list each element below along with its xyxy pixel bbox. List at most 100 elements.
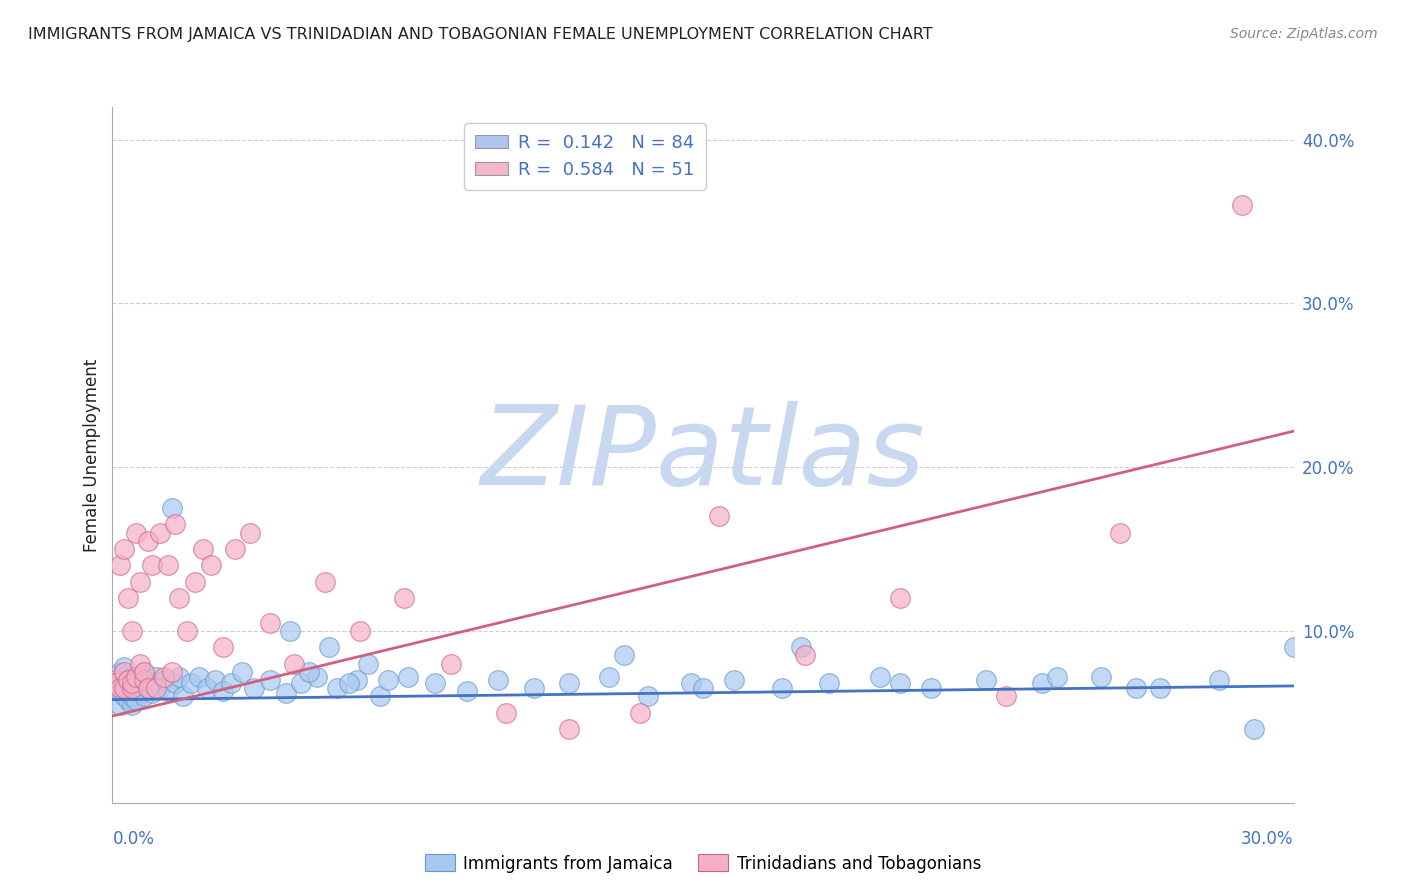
Point (117, 673, 139, 687)
Point (129, 657, 152, 671)
Point (200, 558, 222, 573)
Point (129, 676, 152, 690)
Point (180, 676, 202, 690)
Point (110, 676, 132, 690)
Point (136, 681, 159, 696)
Point (149, 681, 172, 696)
Point (377, 673, 399, 687)
Point (125, 670, 148, 684)
Point (141, 686, 163, 700)
Point (274, 686, 297, 700)
Point (145, 681, 167, 696)
Point (523, 681, 546, 696)
Point (707, 509, 730, 524)
Point (112, 670, 135, 684)
Point (125, 681, 148, 696)
Point (165, 517, 187, 532)
Point (889, 591, 911, 606)
Point (136, 533, 159, 548)
Point (224, 542, 246, 557)
Point (125, 525, 148, 540)
Point (637, 690, 659, 704)
Point (558, 676, 581, 690)
Point (125, 673, 148, 687)
Point (110, 698, 132, 712)
Point (112, 681, 135, 696)
Point (869, 670, 891, 684)
Point (145, 670, 167, 684)
Point (165, 676, 187, 690)
Point (920, 681, 942, 696)
Point (121, 624, 143, 638)
Point (132, 690, 155, 704)
Point (681, 676, 703, 690)
Point (995, 690, 1018, 704)
Point (112, 690, 135, 704)
Legend: Immigrants from Jamaica, Trinidadians and Tobagonians: Immigrants from Jamaica, Trinidadians an… (419, 847, 987, 880)
Point (152, 670, 174, 684)
Point (129, 670, 152, 684)
Point (486, 673, 509, 687)
Point (169, 591, 191, 606)
Point (129, 684, 152, 698)
Point (195, 681, 218, 696)
Point (105, 673, 128, 687)
Point (121, 698, 143, 712)
Text: Source: ZipAtlas.com: Source: ZipAtlas.com (1230, 27, 1378, 41)
Point (112, 665, 135, 679)
Point (132, 665, 155, 679)
Point (495, 706, 517, 720)
Point (889, 676, 911, 690)
Point (1090, 670, 1112, 684)
Point (219, 676, 242, 690)
Point (136, 673, 159, 687)
Point (283, 657, 305, 671)
Point (628, 706, 651, 720)
Point (692, 681, 714, 696)
Point (211, 684, 233, 698)
Point (110, 681, 132, 696)
Point (105, 676, 128, 690)
Point (132, 665, 155, 679)
Point (125, 692, 148, 706)
Legend: R =  0.142   N = 84, R =  0.584   N = 51: R = 0.142 N = 84, R = 0.584 N = 51 (464, 123, 706, 190)
Point (136, 681, 159, 696)
Point (191, 542, 214, 557)
Point (156, 684, 179, 698)
Point (598, 670, 620, 684)
Point (1282, 640, 1305, 655)
Point (156, 558, 179, 573)
Point (790, 640, 813, 655)
Point (1149, 681, 1171, 696)
Point (121, 681, 143, 696)
Text: IMMIGRANTS FROM JAMAICA VS TRINIDADIAN AND TOBAGONIAN FEMALE UNEMPLOYMENT CORREL: IMMIGRANTS FROM JAMAICA VS TRINIDADIAN A… (28, 27, 932, 42)
Point (396, 670, 419, 684)
Point (112, 681, 135, 696)
Point (298, 665, 321, 679)
Point (794, 648, 817, 663)
Point (121, 690, 143, 704)
Point (112, 542, 135, 557)
Point (349, 624, 371, 638)
Point (112, 660, 135, 674)
Y-axis label: Female Unemployment: Female Unemployment (83, 359, 101, 551)
Point (121, 676, 143, 690)
Point (278, 624, 301, 638)
Point (105, 673, 128, 687)
Point (440, 657, 463, 671)
Point (613, 648, 636, 663)
Point (110, 558, 132, 573)
Point (149, 525, 172, 540)
Point (1208, 673, 1230, 687)
Point (117, 673, 139, 687)
Point (976, 673, 998, 687)
Point (239, 525, 262, 540)
Point (243, 681, 266, 696)
Point (121, 670, 143, 684)
Point (121, 676, 143, 690)
Point (1125, 681, 1147, 696)
Point (337, 676, 360, 690)
Point (117, 684, 139, 698)
Point (211, 640, 233, 655)
Point (132, 673, 155, 687)
